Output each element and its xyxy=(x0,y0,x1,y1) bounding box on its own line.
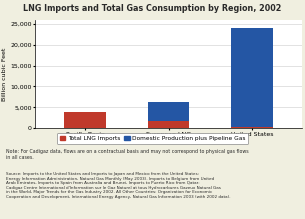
Bar xyxy=(148,121,189,128)
Text: Note: For Cadigaz data, flows are on a contractual basis and may not correspond : Note: For Cadigaz data, flows are on a c… xyxy=(6,149,249,160)
Y-axis label: Billion cubic Feet: Billion cubic Feet xyxy=(2,47,7,101)
Legend: Total LNG Imports, Domestic Production plus Pipeline Gas: Total LNG Imports, Domestic Production p… xyxy=(57,133,248,144)
Text: LNG Imports and Total Gas Consumption by Region, 2002: LNG Imports and Total Gas Consumption by… xyxy=(23,4,282,13)
Bar xyxy=(231,127,273,128)
Bar xyxy=(231,28,273,127)
Text: Source: Imports to the United States and Imports to Japan and Mexico from the Un: Source: Imports to the United States and… xyxy=(6,172,231,199)
Bar xyxy=(64,112,106,128)
Bar xyxy=(148,102,189,121)
